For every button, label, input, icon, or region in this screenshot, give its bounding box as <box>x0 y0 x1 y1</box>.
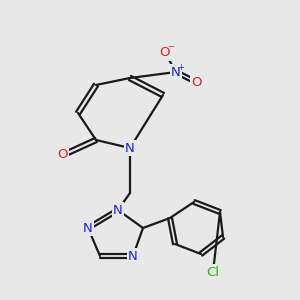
Text: N: N <box>128 250 138 262</box>
Text: N: N <box>83 221 93 235</box>
Text: O: O <box>58 148 68 161</box>
Text: +: + <box>178 62 184 71</box>
Text: O: O <box>191 76 201 88</box>
Text: N: N <box>171 65 181 79</box>
Text: Cl: Cl <box>206 266 220 278</box>
Text: −: − <box>167 43 175 52</box>
Text: N: N <box>125 142 135 154</box>
Text: N: N <box>113 203 123 217</box>
Text: O: O <box>160 46 170 59</box>
